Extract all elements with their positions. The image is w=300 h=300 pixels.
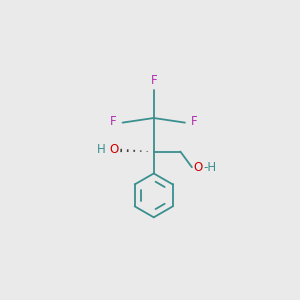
Text: O: O (110, 143, 119, 156)
Text: O: O (193, 161, 202, 174)
Text: F: F (191, 115, 197, 128)
Text: H: H (97, 143, 105, 156)
Text: F: F (150, 74, 157, 87)
Text: -H: -H (203, 161, 216, 174)
Text: F: F (110, 115, 117, 128)
